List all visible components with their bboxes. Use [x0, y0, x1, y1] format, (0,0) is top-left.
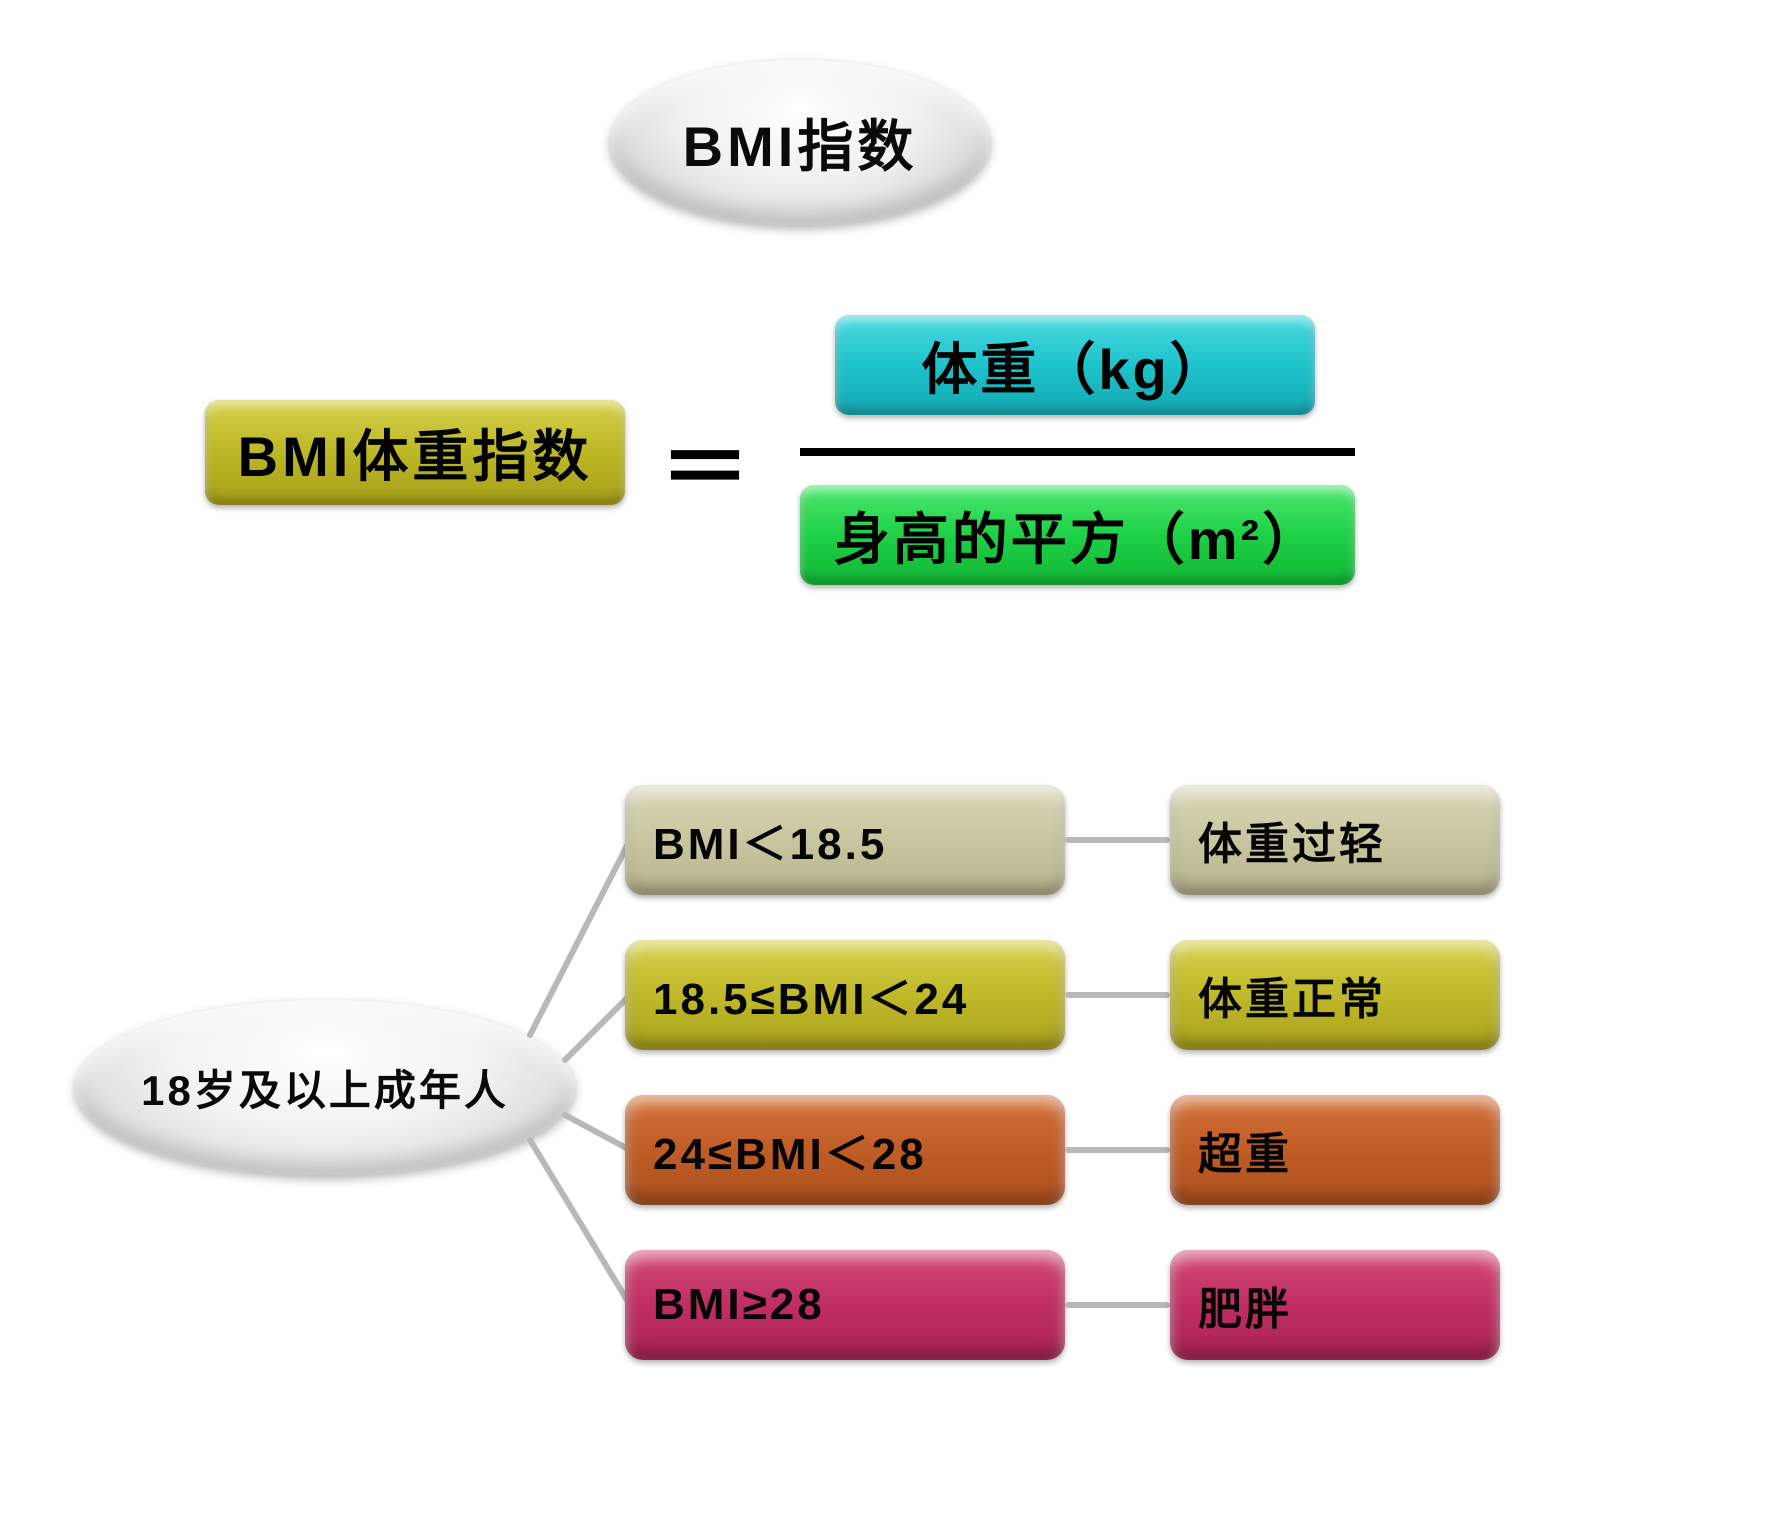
connector-3 — [1065, 1302, 1170, 1308]
connector-0 — [1065, 837, 1170, 843]
branch-root-text: 18岁及以上成年人 — [141, 1057, 509, 1118]
category-label-1: 体重正常 — [1170, 940, 1500, 1050]
formula-denominator-text: 身高的平方（m²） — [834, 495, 1321, 576]
formula-denominator-box: 身高的平方（m²） — [800, 485, 1355, 585]
connector-2 — [1065, 1147, 1170, 1153]
category-label-3: 肥胖 — [1170, 1250, 1500, 1360]
fraction-line — [800, 448, 1355, 456]
formula-numerator-box: 体重（kg） — [835, 315, 1315, 415]
branch-lines — [470, 800, 630, 1380]
diagram-container: BMI指数 BMI体重指数 ＝ 体重（kg） 身高的平方（m²） 18岁及以上成… — [0, 0, 1766, 1523]
connector-1 — [1065, 992, 1170, 998]
title-ellipse: BMI指数 — [610, 60, 990, 225]
category-label-2: 超重 — [1170, 1095, 1500, 1205]
formula-numerator-text: 体重（kg） — [921, 325, 1228, 406]
category-range-2: 24≤BMI＜28 — [625, 1095, 1065, 1205]
category-range-1: 18.5≤BMI＜24 — [625, 940, 1065, 1050]
category-range-3: BMI≥28 — [625, 1250, 1065, 1360]
category-range-0: BMI＜18.5 — [625, 785, 1065, 895]
category-label-0: 体重过轻 — [1170, 785, 1500, 895]
formula-left-box: BMI体重指数 — [205, 400, 625, 505]
equals-sign: ＝ — [660, 395, 750, 525]
title-text: BMI指数 — [683, 102, 918, 183]
formula-left-text: BMI体重指数 — [238, 412, 593, 493]
